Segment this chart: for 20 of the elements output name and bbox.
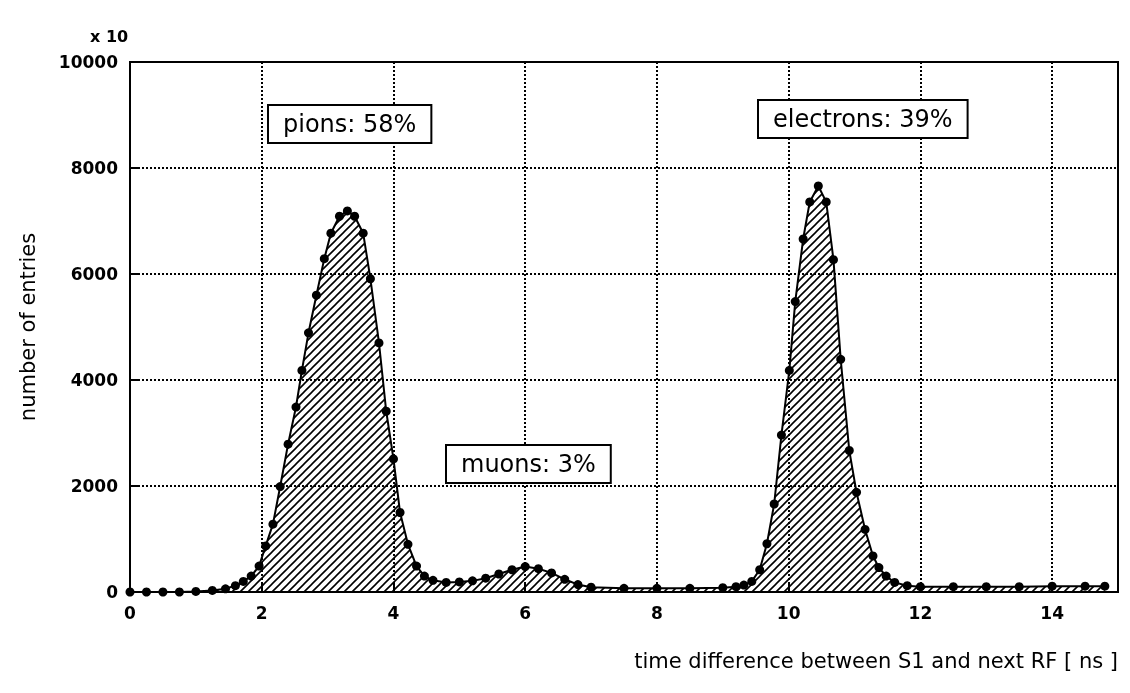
x-axis-title: time difference between S1 and next RF [ ns ] bbox=[634, 648, 1118, 673]
y-axis-title: number of entries bbox=[15, 232, 40, 422]
x-tick-label: 0 bbox=[124, 602, 137, 623]
y-tick-label: 2000 bbox=[70, 476, 119, 496]
y-tick-label: 8000 bbox=[70, 158, 119, 178]
annotation: pions: 58% bbox=[283, 110, 417, 138]
x-tick-label: 4 bbox=[387, 602, 400, 623]
annotation: electrons: 39% bbox=[773, 105, 953, 133]
y-tick-label: 4000 bbox=[70, 370, 119, 390]
x-tick-label: 10 bbox=[776, 602, 801, 623]
y-tick-label: 0 bbox=[106, 582, 119, 602]
x-tick-label: 6 bbox=[519, 602, 532, 623]
annotation: muons: 3% bbox=[461, 450, 596, 478]
x-tick-label: 12 bbox=[908, 602, 933, 623]
y-tick-label: 10000 bbox=[58, 52, 119, 72]
x-tick-label: 8 bbox=[651, 602, 663, 623]
text: x 10 bbox=[90, 26, 129, 46]
x-tick-label: 14 bbox=[1040, 602, 1065, 623]
x-tick-label: 2 bbox=[255, 602, 268, 623]
y-tick-label: 6000 bbox=[70, 264, 119, 284]
